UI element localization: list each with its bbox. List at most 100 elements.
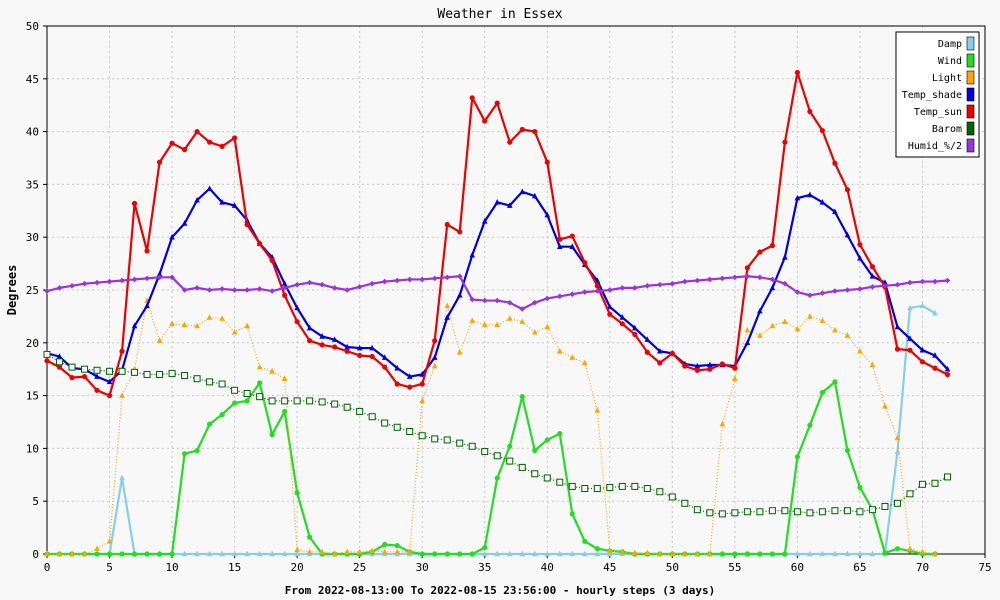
data-point-wind — [807, 422, 813, 428]
x-tick-label: 35 — [478, 561, 491, 574]
data-point-humid-2 — [81, 280, 88, 287]
data-point-wind — [769, 551, 775, 557]
data-point-wind — [494, 475, 500, 481]
data-point-temp-shade — [919, 346, 926, 353]
data-point-temp-sun — [357, 352, 363, 359]
data-point-humid-2 — [757, 274, 763, 281]
data-point-barom — [368, 413, 376, 421]
data-point-temp-sun — [419, 381, 425, 387]
data-point-humid-2 — [294, 281, 300, 288]
data-point-damp — [581, 550, 588, 557]
data-point-humid-2 — [281, 285, 288, 291]
data-point-humid-2 — [356, 284, 363, 290]
data-point-humid-2 — [707, 276, 713, 283]
data-point-humid-2 — [194, 285, 200, 291]
legend-label-wind: Wind — [938, 56, 962, 67]
data-point-wind — [532, 447, 538, 454]
data-point-barom — [868, 506, 876, 514]
y-tick-label: 0 — [32, 548, 39, 561]
data-point-humid-2 — [119, 277, 125, 284]
data-point-barom — [643, 485, 651, 493]
data-point-temp-shade — [56, 353, 63, 359]
data-point-barom — [43, 350, 51, 358]
data-point-humid-2 — [256, 286, 263, 292]
data-point-temp-sun — [544, 159, 550, 165]
data-point-humid-2 — [819, 290, 826, 296]
data-point-light — [682, 550, 688, 557]
data-point-temp-sun — [719, 361, 725, 367]
data-point-barom — [131, 368, 139, 376]
data-point-temp-sun — [131, 200, 138, 207]
data-point-light — [556, 347, 563, 354]
data-point-wind — [557, 431, 563, 437]
data-point-humid-2 — [181, 287, 188, 293]
data-point-light — [256, 363, 263, 370]
x-tick-label: 25 — [353, 561, 366, 574]
data-point-wind — [507, 443, 513, 449]
data-point-humid-2 — [869, 284, 876, 290]
data-point-temp-sun — [457, 229, 463, 235]
data-point-temp-shade — [456, 291, 463, 298]
data-point-damp — [544, 550, 551, 557]
data-point-temp-shade — [819, 199, 826, 205]
data-point-temp-sun — [44, 358, 50, 364]
x-tick-label: 10 — [165, 561, 178, 574]
data-point-temp-sun — [819, 127, 826, 134]
data-point-wind — [482, 545, 488, 551]
data-point-barom — [356, 407, 364, 415]
data-point-temp-sun — [156, 159, 163, 165]
data-point-humid-2 — [169, 274, 175, 281]
data-point-humid-2 — [106, 278, 113, 285]
data-point-humid-2 — [669, 280, 676, 287]
data-point-humid-2 — [782, 280, 788, 287]
legend-swatch-light — [966, 70, 975, 85]
data-point-damp — [506, 550, 513, 557]
data-point-wind — [569, 511, 575, 517]
data-point-wind — [194, 447, 200, 454]
data-point-light — [644, 549, 651, 556]
data-point-humid-2 — [857, 286, 863, 292]
data-point-temp-shade — [644, 336, 651, 342]
data-point-temp-shade — [394, 364, 400, 371]
data-point-wind — [857, 484, 863, 491]
data-point-temp-shade — [169, 233, 175, 240]
series-line-light — [47, 299, 936, 555]
data-point-wind — [719, 551, 725, 557]
data-point-barom — [481, 448, 489, 456]
data-point-wind — [232, 400, 238, 406]
data-point-temp-shade — [144, 302, 150, 309]
data-point-temp-shade — [769, 284, 776, 291]
data-point-temp-sun — [632, 331, 638, 337]
data-point-temp-sun — [907, 347, 913, 353]
legend-swatch-damp — [966, 36, 975, 51]
data-point-light — [331, 550, 338, 557]
data-point-humid-2 — [44, 288, 50, 294]
data-point-temp-shade — [519, 188, 526, 195]
data-point-barom — [843, 507, 851, 515]
y-tick-label: 10 — [26, 442, 39, 455]
data-point-temp-sun — [69, 375, 75, 381]
data-point-temp-shade — [907, 335, 913, 341]
data-point-light — [181, 321, 188, 328]
data-point-humid-2 — [832, 288, 838, 294]
data-point-light — [444, 302, 451, 309]
data-point-temp-shade — [94, 373, 100, 379]
data-point-humid-2 — [657, 281, 663, 288]
data-point-barom — [531, 470, 539, 478]
data-point-temp-sun — [407, 384, 413, 390]
data-point-temp-sun — [869, 264, 876, 270]
data-point-barom — [806, 509, 814, 517]
data-point-barom — [331, 400, 339, 408]
data-point-wind — [894, 546, 901, 552]
legend-label-humid-2: Humid_%/2 — [908, 141, 962, 152]
data-point-temp-sun — [732, 365, 738, 371]
data-point-temp-sun — [919, 359, 926, 365]
data-point-light — [757, 332, 763, 338]
data-point-light — [932, 550, 938, 557]
data-point-light — [919, 548, 926, 555]
data-point-temp-sun — [557, 236, 563, 242]
data-point-temp-shade — [857, 255, 863, 261]
legend-swatch-barom — [966, 121, 975, 136]
data-point-temp-sun — [519, 126, 525, 133]
data-point-temp-shade — [744, 339, 751, 346]
